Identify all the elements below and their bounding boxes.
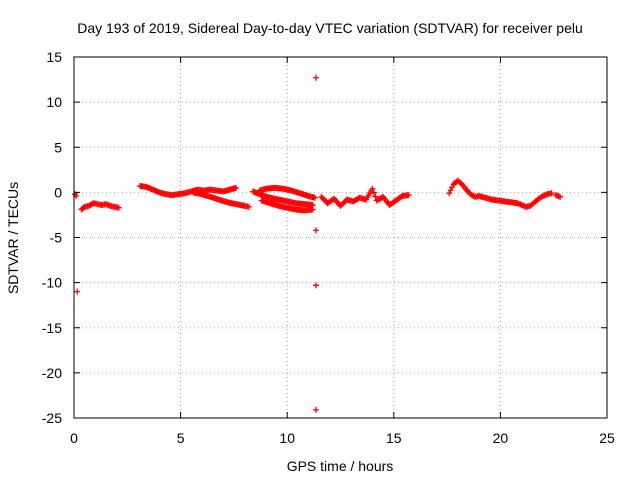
data-point (447, 187, 454, 194)
data-point (115, 204, 122, 211)
data-point (446, 190, 453, 197)
outlier-point (312, 406, 319, 413)
x-tick-label: 0 (70, 430, 78, 446)
data-point (245, 203, 252, 210)
y-tick-label: -20 (42, 365, 62, 381)
data-point (370, 189, 377, 196)
data-points (72, 74, 564, 413)
x-tick-label: 10 (279, 430, 295, 446)
data-point (372, 193, 379, 200)
x-tick-label: 20 (493, 430, 509, 446)
y-axis-label: SDTVAR / TECUs (5, 182, 21, 294)
outlier-point (74, 288, 81, 295)
chart-title: Day 193 of 2019, Sidereal Day-to-day VTE… (77, 20, 583, 36)
data-point (309, 206, 316, 213)
data-point (405, 192, 412, 199)
x-tick-label: 15 (386, 430, 402, 446)
x-tick-label: 5 (177, 430, 185, 446)
ticks: 0 5 10 15 20 25 15 10 5 0 -5 -10 -15 -20 -25 (42, 49, 615, 446)
y-tick-label: -25 (42, 410, 62, 426)
y-tick-label: -10 (42, 275, 62, 291)
data-point (233, 184, 240, 191)
data-point (548, 190, 555, 197)
data-point (311, 194, 318, 201)
y-tick-label: 15 (46, 49, 62, 65)
data-point (449, 184, 456, 191)
y-tick-label: -5 (50, 230, 63, 246)
outlier-point (312, 74, 319, 81)
data-point (557, 193, 564, 200)
data-point (369, 185, 376, 192)
y-tick-label: 5 (54, 139, 62, 155)
x-tick-label: 25 (599, 430, 615, 446)
outlier-point (312, 282, 319, 289)
outlier-point (312, 227, 319, 234)
x-axis-label: GPS time / hours (287, 458, 394, 474)
y-tick-label: -15 (42, 320, 62, 336)
y-tick-label: 10 (46, 94, 62, 110)
y-tick-label: 0 (54, 184, 62, 200)
